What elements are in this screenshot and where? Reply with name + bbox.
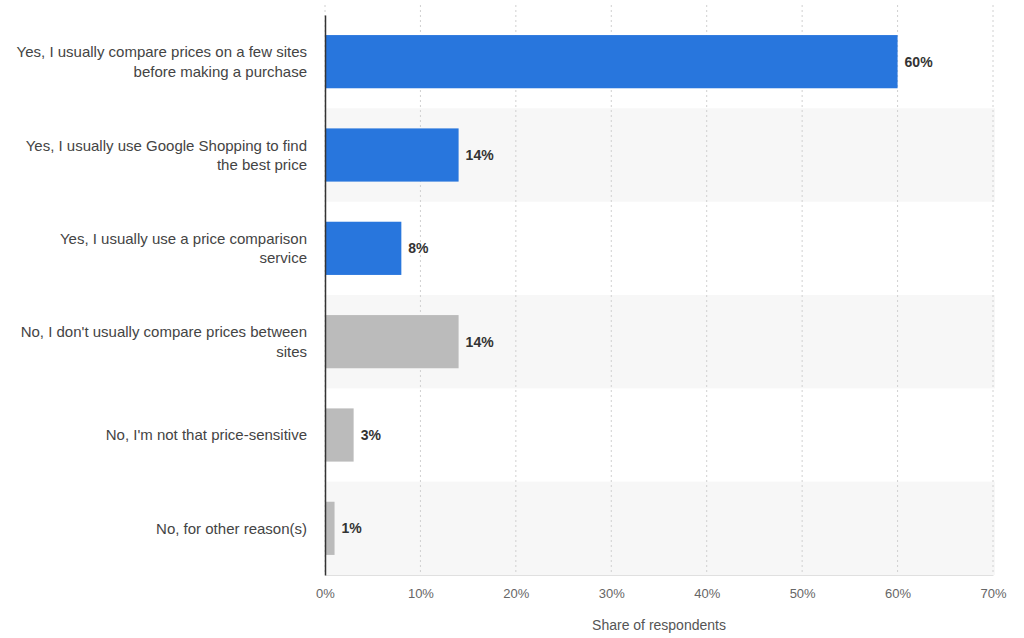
tick-label: 0% — [316, 586, 335, 601]
grid-line — [993, 5, 994, 575]
bar — [325, 408, 354, 461]
bar — [325, 128, 459, 181]
category-label: No, for other reason(s) — [156, 520, 307, 537]
data-label: 1% — [342, 520, 363, 536]
data-label: 8% — [408, 240, 429, 256]
row-band — [325, 108, 995, 201]
grid-line — [325, 5, 326, 575]
axis-line — [326, 575, 994, 576]
category-label: No, I'm not that price-sensitive — [106, 426, 307, 443]
data-label: 14% — [466, 147, 495, 163]
bar — [325, 315, 459, 368]
category-label-line: sites — [276, 343, 307, 360]
grid-line — [802, 5, 803, 575]
category-label-line: No, for other reason(s) — [156, 520, 307, 537]
tick: 50% — [790, 586, 816, 601]
tick: Yes, I usually compare prices on a few s… — [17, 43, 307, 80]
category-label-line: Yes, I usually use a price comparison — [60, 230, 307, 247]
category-label: Yes, I usually use a price comparison ser… — [60, 230, 307, 266]
tick-label: 70% — [980, 586, 1006, 601]
axis-title: Share of respondents — [592, 617, 726, 633]
row-band — [325, 482, 995, 575]
row-band — [325, 295, 995, 388]
tick-label: 60% — [885, 586, 911, 601]
category-label: Yes, I usually use Google Shopping to fi… — [26, 137, 307, 174]
tick: 70% — [980, 586, 1006, 601]
tick-label: 10% — [408, 586, 434, 601]
category-label: No, I don't usually compare prices betwe… — [21, 323, 307, 360]
tick: 10% — [408, 586, 434, 601]
grid-line — [897, 5, 898, 575]
bars — [325, 35, 898, 555]
data-label: 14% — [466, 334, 495, 350]
category-label-line: Yes, I usually use Google Shopping to fi… — [26, 137, 307, 154]
tick: 60% — [885, 586, 911, 601]
data-label: 3% — [361, 427, 382, 443]
tick: 30% — [599, 586, 625, 601]
category-label-line: No, I don't usually compare prices betwe… — [21, 323, 307, 340]
grid — [325, 5, 993, 575]
bar — [325, 35, 898, 88]
data-label: 60% — [905, 54, 934, 70]
category-label: Yes, I usually compare prices on a few s… — [17, 43, 307, 80]
bar — [325, 502, 335, 555]
tick: 20% — [503, 586, 529, 601]
grid-line — [515, 5, 516, 575]
tick-label: 40% — [694, 586, 720, 601]
category-label-line: before making a purchase — [134, 63, 307, 80]
tick: Yes, I usually use a price comparison ser… — [60, 230, 307, 266]
tick-label: 20% — [503, 586, 529, 601]
tick: Yes, I usually use Google Shopping to fi… — [26, 137, 307, 174]
category-label-line: the best price — [217, 156, 307, 173]
x-axis: 0% 10% 20% 30% 40% 50% 60% 70% — [316, 576, 1007, 602]
y-axis: Yes, I usually compare prices on a few s… — [17, 16, 326, 576]
grid-line — [420, 5, 421, 575]
bar — [325, 222, 401, 275]
tick-label: 50% — [790, 586, 816, 601]
grid-line — [611, 5, 612, 575]
tick: 40% — [694, 586, 720, 601]
tick: No, for other reason(s) — [156, 520, 307, 537]
tick: 0% — [316, 586, 335, 601]
tick: No, I don't usually compare prices betwe… — [21, 323, 307, 360]
category-label-line: service — [259, 249, 307, 266]
chart: 60% 14% 8% 14% 3% 1% 0% 10% 20% 30% 40% 50% 60% 70% Ye… — [0, 0, 1024, 638]
category-label-line: Yes, I usually compare prices on a few s… — [17, 43, 307, 60]
row-bands — [325, 108, 995, 575]
data-labels: 60% 14% 8% 14% 3% 1% — [342, 54, 934, 537]
tick-label: 30% — [599, 586, 625, 601]
tick: No, I'm not that price-sensitive — [106, 426, 307, 443]
category-label-line: No, I'm not that price-sensitive — [106, 426, 307, 443]
grid-line — [706, 5, 707, 575]
axis-line — [325, 16, 327, 576]
